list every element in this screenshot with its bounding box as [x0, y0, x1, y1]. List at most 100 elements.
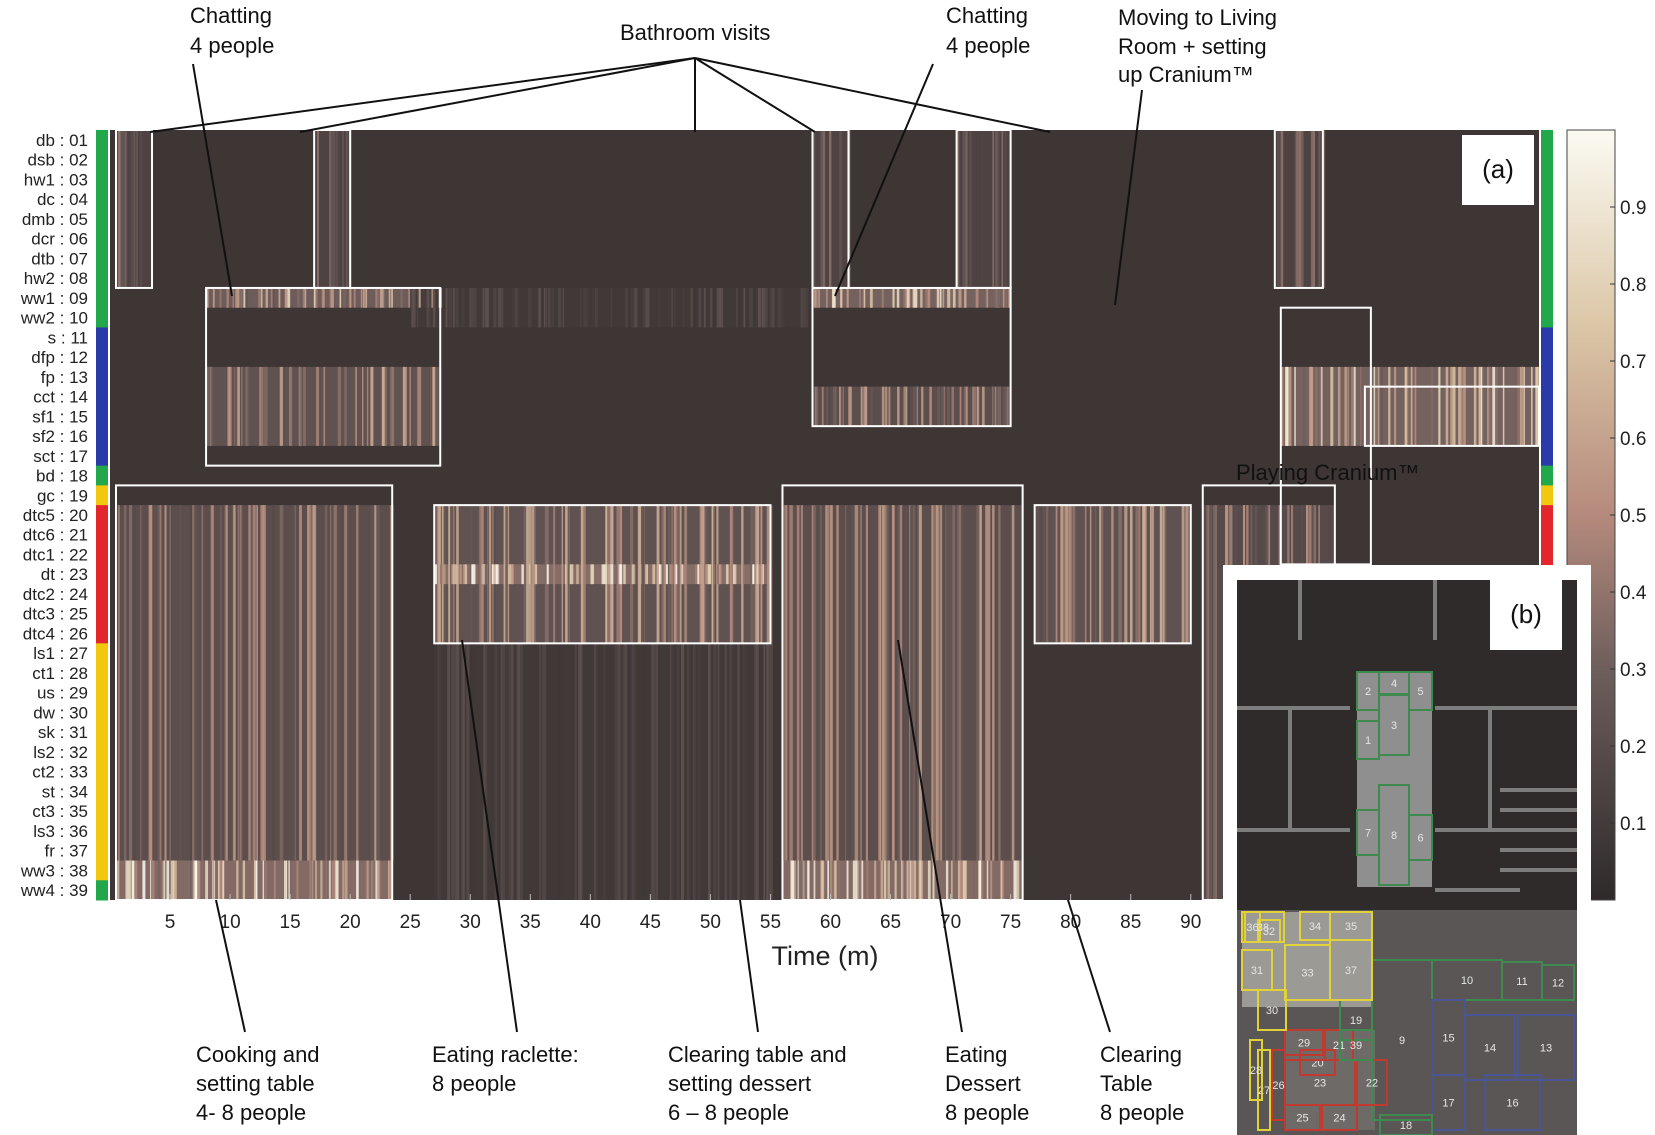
intensity-stripe [1015, 505, 1017, 861]
activity-box [433, 504, 772, 645]
intensity-stripe [270, 287, 273, 308]
intensity-stripe [1344, 366, 1347, 446]
intensity-stripe [755, 505, 757, 644]
intensity-stripe [705, 564, 708, 585]
intensity-stripe [839, 130, 843, 288]
intensity-stripe [734, 564, 737, 585]
intensity-stripe [674, 287, 677, 328]
intensity-stripe [800, 287, 804, 328]
intensity-stripe [436, 505, 440, 644]
intensity-stripe [327, 860, 331, 900]
row-label: hw2 : 08 [24, 269, 88, 288]
group-color-cell [96, 821, 108, 842]
group-color-cell [96, 742, 108, 763]
intensity-stripe [1206, 505, 1208, 900]
floorplan-zone-label: 30 [1266, 1005, 1278, 1017]
intensity-stripe [1000, 860, 1004, 900]
intensity-stripe [442, 564, 446, 585]
intensity-stripe [1414, 366, 1417, 446]
intensity-stripe [790, 860, 793, 900]
row-label: hw1 : 03 [24, 170, 88, 189]
intensity-stripe [530, 564, 532, 585]
intensity-stripe [226, 287, 229, 308]
intensity-stripe [418, 287, 421, 308]
intensity-stripe [716, 287, 719, 328]
intensity-stripe [744, 643, 747, 900]
intensity-stripe [694, 564, 697, 585]
intensity-stripe [235, 366, 237, 446]
intensity-stripe [1280, 130, 1284, 288]
intensity-stripe [651, 643, 655, 900]
intensity-stripe [580, 643, 583, 900]
intensity-stripe [329, 287, 332, 308]
intensity-stripe [963, 130, 966, 288]
intensity-stripe [643, 287, 645, 328]
intensity-stripe [1185, 505, 1189, 644]
intensity-stripe [845, 505, 849, 861]
intensity-stripe [1281, 366, 1284, 446]
intensity-stripe [201, 505, 204, 861]
intensity-stripe [864, 386, 868, 427]
intensity-stripe [1001, 130, 1004, 288]
intensity-stripe [637, 505, 640, 644]
intensity-stripe [705, 287, 708, 328]
intensity-stripe [962, 287, 965, 308]
intensity-stripe [484, 564, 487, 585]
floorplan-zone-label: 15 [1442, 1033, 1454, 1045]
intensity-stripe [375, 287, 378, 308]
group-color-cell [96, 426, 108, 447]
annotation-moving: Moving to Living Room + setting up Crani… [1118, 5, 1277, 87]
intensity-stripe [811, 505, 814, 861]
intensity-stripe [803, 860, 805, 900]
row-label: dtb : 07 [31, 249, 88, 268]
intensity-stripe [262, 366, 265, 446]
intensity-stripe [1153, 505, 1156, 644]
intensity-stripe [173, 860, 177, 900]
intensity-stripe [791, 860, 795, 900]
intensity-stripe [617, 505, 620, 644]
leader-bathroom-4 [694, 57, 816, 133]
intensity-stripe [431, 287, 434, 308]
intensity-stripe [675, 564, 678, 585]
intensity-stripe [744, 287, 746, 328]
intensity-stripe [927, 860, 931, 900]
group-color-cell [96, 880, 108, 901]
intensity-stripe [521, 564, 524, 585]
intensity-stripe [1312, 130, 1316, 288]
intensity-stripe [491, 564, 494, 585]
intensity-stripe [1000, 860, 1003, 900]
intensity-stripe [523, 505, 527, 644]
intensity-stripe [621, 643, 624, 900]
floorplan-zone-label: 18 [1400, 1120, 1412, 1132]
intensity-stripe [833, 386, 836, 427]
intensity-stripe [544, 505, 548, 644]
intensity-stripe [676, 643, 680, 900]
annotation-text: Clearing table and [668, 1042, 847, 1067]
intensity-stripe [178, 505, 183, 861]
intensity-stripe [447, 643, 451, 900]
intensity-stripe [939, 287, 942, 308]
intensity-stripe [324, 505, 328, 861]
intensity-stripe [141, 505, 144, 861]
row-label: dsb : 02 [28, 151, 89, 170]
intensity-stripe [384, 366, 387, 446]
floorplan-zone [1378, 784, 1410, 886]
intensity-stripe [863, 287, 866, 308]
annotation-text: Eating raclette: [432, 1042, 579, 1067]
intensity-stripe [917, 505, 920, 861]
intensity-stripe [732, 564, 736, 585]
floorplan-zone [1484, 1074, 1541, 1131]
intensity-stripe [124, 505, 127, 861]
intensity-stripe [452, 287, 456, 328]
intensity-stripe [492, 564, 495, 585]
intensity-stripe [825, 505, 828, 861]
intensity-stripe [365, 287, 368, 308]
floorplan-zone-label: 28 [1250, 1065, 1262, 1077]
floorplan-zone-label: 8 [1391, 830, 1397, 842]
intensity-stripe [1482, 366, 1484, 446]
intensity-stripe [529, 287, 533, 328]
intensity-stripe [283, 287, 285, 308]
intensity-stripe [574, 643, 577, 900]
intensity-stripe [892, 505, 895, 861]
